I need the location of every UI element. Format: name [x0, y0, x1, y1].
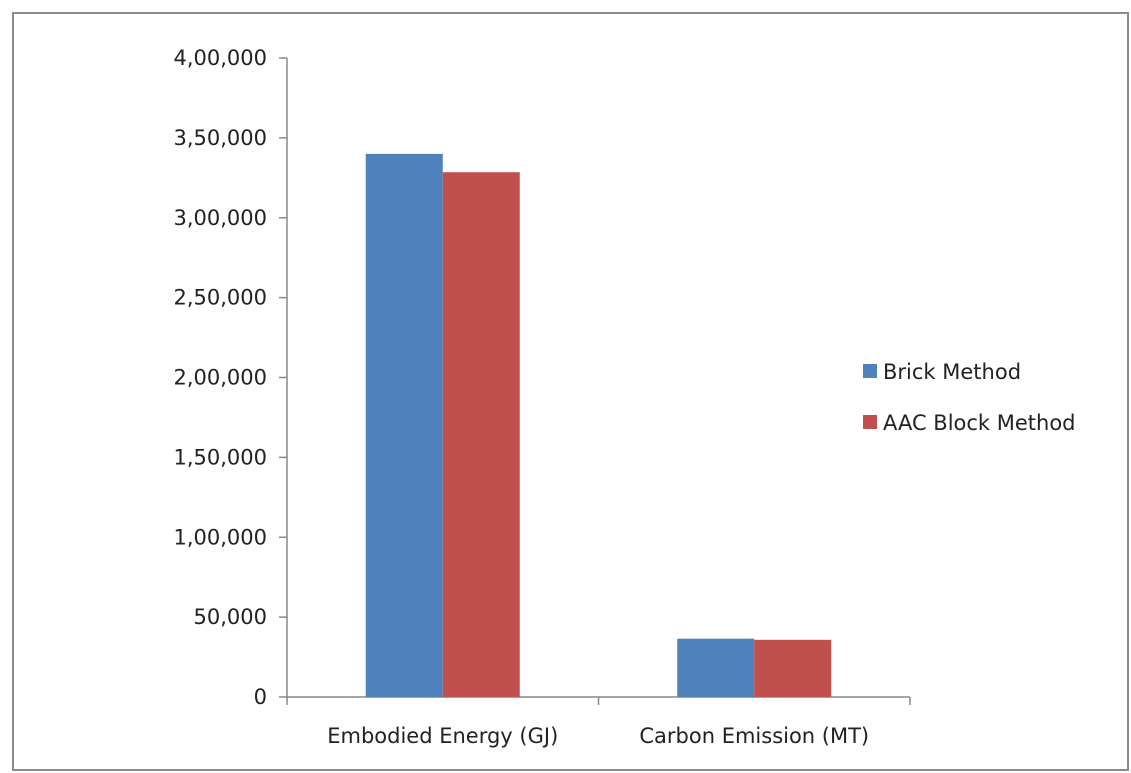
x-category-label: Embodied Energy (GJ) — [327, 724, 558, 748]
legend: Brick Method AAC Block Method — [863, 360, 1076, 435]
bar-brick-1 — [677, 638, 755, 697]
legend-swatch — [863, 415, 877, 429]
x-axis-category-labels: Embodied Energy (GJ) Carbon Emission (MT) — [327, 724, 869, 748]
y-tick-label: 3,50,000 — [173, 126, 267, 150]
chart-frame — [12, 12, 1129, 771]
bar-brick-0 — [365, 153, 443, 698]
legend-label: AAC Block Method — [883, 411, 1076, 435]
y-axis-ticks: 0 50,000 1,00,000 1,50,000 2,00,000 2,50,000 3… — [173, 46, 287, 709]
y-tick-label: 4,00,000 — [173, 46, 267, 70]
bar-aac-0 — [442, 172, 520, 697]
y-tick-label: 0 — [254, 685, 267, 709]
bar-series — [365, 153, 832, 698]
legend-swatch — [863, 364, 877, 378]
legend-label: Brick Method — [883, 360, 1021, 384]
x-category-label: Carbon Emission (MT) — [639, 724, 869, 748]
y-tick-label: 1,00,000 — [173, 525, 267, 549]
y-tick-label: 2,00,000 — [173, 366, 267, 390]
y-tick-label: 1,50,000 — [173, 445, 267, 469]
y-tick-label: 2,50,000 — [173, 286, 267, 310]
y-tick-label: 3,00,000 — [173, 206, 267, 230]
bar-aac-1 — [754, 639, 832, 697]
y-tick-label: 50,000 — [194, 605, 267, 629]
